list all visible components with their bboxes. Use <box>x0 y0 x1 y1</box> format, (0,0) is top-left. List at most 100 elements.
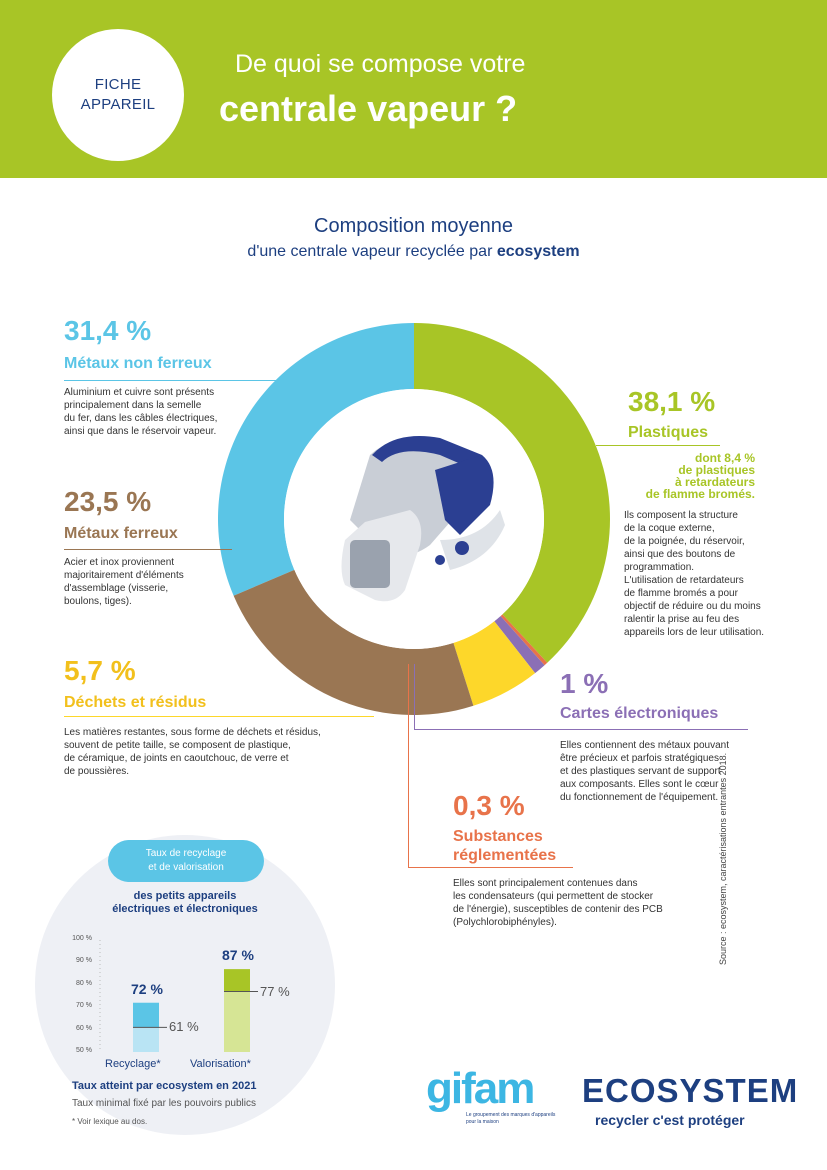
substances-desc-line: Elles sont principalement contenues dans <box>453 878 638 889</box>
y-tick-label: 80 % <box>76 979 92 987</box>
cartes-desc-line: du fonctionnement de l'équipement. <box>560 792 719 803</box>
mf-desc-line: majoritairement d'éléments <box>64 570 184 581</box>
dechets-description: Les matières restantes, sous forme de dé… <box>64 726 364 778</box>
cartes-leader-line <box>414 729 748 730</box>
gifam-logo: gifam <box>426 1064 535 1113</box>
mf-description: Acier et inox proviennent majoritairemen… <box>64 556 234 608</box>
recycling-subtitle-line2: électriques et électroniques <box>112 903 258 915</box>
note-taux-minimal: Taux minimal fixé par les pouvoirs publi… <box>72 1098 256 1109</box>
bar-reached <box>133 1002 159 1028</box>
y-tick-label: 90 % <box>76 957 92 965</box>
dechets-desc-line: de céramique, de joints en caoutchouc, d… <box>64 753 289 764</box>
bar-value-label: 72 % <box>131 980 163 997</box>
bar-category-label: Valorisation* <box>190 1058 251 1070</box>
composition-subtitle: d'une centrale vapeur recyclée par ecosy… <box>0 243 827 261</box>
substances-desc-line: (Polychlorobiphényles). <box>453 917 557 928</box>
plastiques-highlight-line: de flamme bromés. <box>645 487 755 501</box>
substances-label-line2: réglementées <box>453 847 557 864</box>
mnf-desc-line: ainsi que dans le réservoir vapeur. <box>64 426 217 437</box>
mnf-desc-line: principalement dans la semelle <box>64 400 202 411</box>
y-tick-label: 60 % <box>76 1024 92 1032</box>
plastiques-leader-line <box>596 445 720 446</box>
gifam-tagline: Le groupement des marques d'appareils po… <box>466 1112 556 1125</box>
plastiques-desc-line: de la coque externe, <box>624 523 715 534</box>
cartes-desc-line: et des plastiques servant de support <box>560 766 721 777</box>
dechets-desc-line: Les matières restantes, sous forme de dé… <box>64 727 321 738</box>
bar-category-label: Recyclage* <box>105 1058 161 1070</box>
composition-title: Composition moyenne <box>314 215 513 237</box>
substances-description: Elles sont principalement contenues dans… <box>453 877 683 929</box>
cartes-description: Elles contiennent des métaux pouvant êtr… <box>560 739 760 804</box>
plastiques-highlight: dont 8,4 % de plastiques à retardateurs … <box>600 452 755 500</box>
recycling-subtitle: des petits appareils électriques et élec… <box>70 890 300 916</box>
pill-line2: et de valorisation <box>148 862 224 873</box>
mnf-desc-line: du fer, dans les câbles électriques, <box>64 413 218 424</box>
cartes-label: Cartes électroniques <box>560 705 719 722</box>
substances-label-line1: Substances <box>453 828 543 845</box>
mnf-leader-line <box>64 380 296 381</box>
y-tick-label: 70 % <box>76 1002 92 1010</box>
plastiques-desc-line: objectif de réduire ou du moins <box>624 601 761 612</box>
plastiques-highlight-line: de plastiques <box>678 463 755 477</box>
mnf-desc-line: Aluminium et cuivre sont présents <box>64 387 215 398</box>
plastiques-desc-line: appareils lors de leur utilisation. <box>624 627 765 638</box>
bar-reached <box>224 969 250 992</box>
mnf-description: Aluminium et cuivre sont présents princi… <box>64 386 254 438</box>
substances-leader-line <box>408 867 573 868</box>
plastiques-desc-line: ralentir la prise au feu des <box>624 614 740 625</box>
header-banner: FICHE APPAREIL De quoi se compose votre … <box>0 0 827 178</box>
mf-pct: 23,5 % <box>64 486 152 517</box>
mf-desc-line: Acier et inox proviennent <box>64 557 175 568</box>
plastiques-desc-line: L'utilisation de retardateurs <box>624 575 744 586</box>
bar-minimum <box>224 991 250 1052</box>
slice-metaux-non-ferreux <box>218 323 414 596</box>
y-tick-label: 100 % <box>72 935 92 942</box>
bar-minimum <box>133 1027 159 1052</box>
cartes-desc-line: être précieux et parfois stratégiques <box>560 753 719 764</box>
plastiques-desc-line: de flamme bromés a pour <box>624 588 738 599</box>
plastiques-highlight-line: à retardateurs <box>674 475 755 489</box>
slice-dechets <box>453 621 536 706</box>
substances-pct: 0,3 % <box>453 790 525 821</box>
y-tick-label: 50 % <box>76 1047 92 1054</box>
plastiques-label: Plastiques <box>628 424 709 441</box>
slice-plastiques <box>414 323 610 663</box>
recycling-subtitle-line1: des petits appareils <box>133 890 237 902</box>
mnf-pct: 31,4 % <box>64 315 152 346</box>
plastiques-desc-line: ainsi que des boutons de <box>624 549 736 560</box>
plastiques-highlight-line: dont 8,4 % <box>694 451 755 465</box>
substances-desc-line: les condensateurs (qui permettent de sto… <box>453 891 654 902</box>
mf-desc-line: boulons, tiges). <box>64 596 132 607</box>
ecosystem-logo: ECOSYSTEM <box>582 1072 799 1109</box>
dechets-desc-line: souvent de petite taille, se composent d… <box>64 740 291 751</box>
ecosystem-tagline: recycler c'est protéger <box>595 1112 745 1128</box>
header-title-line2: centrale vapeur ? <box>219 88 518 129</box>
dechets-leader-line <box>64 716 374 717</box>
plastiques-desc-line: Ils composent la structure <box>624 510 738 521</box>
slice-substances <box>500 614 548 666</box>
mf-label: Métaux ferreux <box>64 525 178 542</box>
dechets-pct: 5,7 % <box>64 655 136 686</box>
recycling-pill: Taux de recyclage et de valorisation <box>108 840 264 882</box>
cartes-pct: 1 % <box>560 668 609 699</box>
dechets-label: Déchets et résidus <box>64 694 207 711</box>
dechets-desc-line: de poussières. <box>64 766 130 777</box>
bar-minimum-label: 61 % <box>169 1019 199 1035</box>
mf-leader-line <box>64 549 232 550</box>
cartes-desc-line: Elles contiennent des métaux pouvant <box>560 740 729 751</box>
plastiques-description: Ils composent la structure de la coque e… <box>624 509 784 639</box>
badge-line2: APPAREIL <box>80 96 156 113</box>
slice-cartes <box>494 615 545 674</box>
bar-value-label: 87 % <box>222 947 254 964</box>
fiche-appareil-badge: FICHE APPAREIL <box>52 29 184 161</box>
cartes-leader-vertical <box>414 664 415 730</box>
note-taux-atteint: Taux atteint par ecosystem en 2021 <box>72 1080 257 1092</box>
cartes-desc-line: aux composants. Elles sont le cœur <box>560 779 719 790</box>
composition-subtitle-brand: ecosystem <box>496 243 580 260</box>
slice-metaux-ferreux <box>233 569 474 715</box>
header-title-line1: De quoi se compose votre <box>235 50 526 78</box>
plastiques-desc-line: de la poignée, du réservoir, <box>624 536 745 547</box>
pill-line1: Taux de recyclage <box>145 848 227 859</box>
